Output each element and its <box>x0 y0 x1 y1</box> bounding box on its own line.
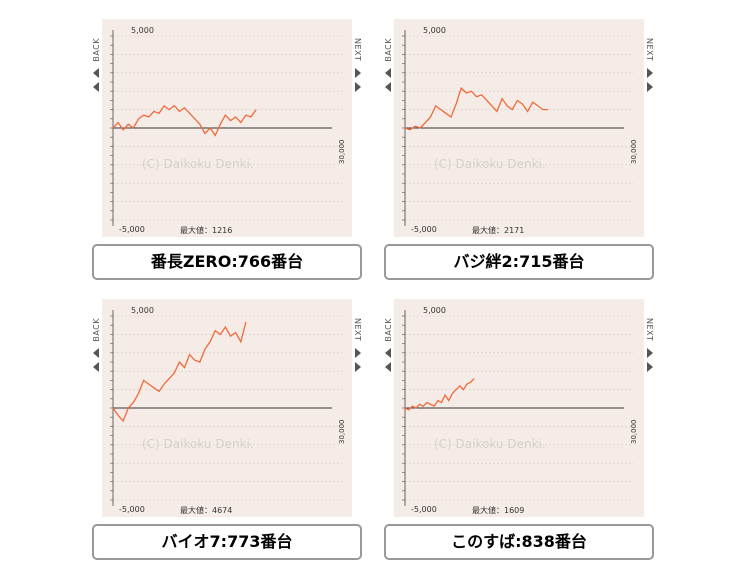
machine-caption[interactable]: バジ絆2:715番台 <box>384 244 654 280</box>
chart-cell-2: 5,000 -5,000 30,000 (C) Daikoku Denki. 最大値：2… <box>384 14 654 294</box>
series-line <box>404 86 549 131</box>
chart-panel: 5,000 -5,000 30,000 (C) Daikoku Denki. 最大値：1… <box>384 294 654 522</box>
back-arrow-icon[interactable] <box>385 362 391 372</box>
x-tick-label-right: 30,000 <box>338 140 346 165</box>
y-tick-label-top: 5,000 <box>423 306 446 315</box>
watermark: (C) Daikoku Denki. <box>142 437 254 451</box>
back-arrow-icon[interactable] <box>93 362 99 372</box>
back-label[interactable]: BACK <box>384 38 393 62</box>
chart-panel: 5,000 -5,000 30,000 (C) Daikoku Denki. 最大値：4… <box>92 294 362 522</box>
y-tick-label-bottom: -5,000 <box>411 505 437 514</box>
chart-cell-1: 5,000 -5,000 30,000 (C) Daikoku Denki. 最大値：1… <box>92 14 362 294</box>
next-arrow-icon[interactable] <box>355 82 361 92</box>
chart-panel: 5,000 -5,000 30,000 (C) Daikoku Denki. 最大値：1… <box>92 14 362 242</box>
y-tick-label-top: 5,000 <box>423 26 446 35</box>
graph-svg: 5,000 -5,000 30,000 (C) Daikoku Denki. 最大値：2… <box>402 26 638 235</box>
back-arrow-icon[interactable] <box>385 82 391 92</box>
watermark: (C) Daikoku Denki. <box>434 437 546 451</box>
max-value-label: 最大値：4674 <box>180 505 232 515</box>
y-tick-label-bottom: -5,000 <box>119 505 145 514</box>
next-label[interactable]: NEXT <box>645 38 654 62</box>
next-arrow-icon[interactable] <box>355 68 361 78</box>
next-arrow-icon[interactable] <box>647 82 653 92</box>
machine-caption[interactable]: バイオ7:773番台 <box>92 524 362 560</box>
graph-svg: 5,000 -5,000 30,000 (C) Daikoku Denki. 最大値：1… <box>402 306 638 515</box>
graph-svg: 5,000 -5,000 30,000 (C) Daikoku Denki. 最大値：4… <box>110 306 346 515</box>
next-label[interactable]: NEXT <box>353 318 362 342</box>
y-tick-label-bottom: -5,000 <box>119 225 145 234</box>
next-arrow-icon[interactable] <box>647 362 653 372</box>
x-tick-label-right: 30,000 <box>630 420 638 445</box>
y-tick-label-bottom: -5,000 <box>411 225 437 234</box>
watermark: (C) Daikoku Denki. <box>434 157 546 171</box>
next-label[interactable]: NEXT <box>353 38 362 62</box>
max-value-label: 最大値：2171 <box>472 225 524 235</box>
next-label[interactable]: NEXT <box>645 318 654 342</box>
machine-caption[interactable]: このすば:838番台 <box>384 524 654 560</box>
next-arrow-icon[interactable] <box>647 348 653 358</box>
x-tick-label-right: 30,000 <box>630 140 638 165</box>
back-arrow-icon[interactable] <box>93 82 99 92</box>
max-value-label: 最大値：1216 <box>180 225 232 235</box>
back-arrow-icon[interactable] <box>93 68 99 78</box>
x-tick-label-right: 30,000 <box>338 420 346 445</box>
chart-panel: 5,000 -5,000 30,000 (C) Daikoku Denki. 最大値：2… <box>384 14 654 242</box>
y-tick-label-top: 5,000 <box>131 306 154 315</box>
back-arrow-icon[interactable] <box>93 348 99 358</box>
next-arrow-icon[interactable] <box>647 68 653 78</box>
graph-svg: 5,000 -5,000 30,000 (C) Daikoku Denki. 最大値：1… <box>110 26 346 235</box>
back-arrow-icon[interactable] <box>385 348 391 358</box>
back-label[interactable]: BACK <box>92 38 101 62</box>
back-label[interactable]: BACK <box>384 318 393 342</box>
chart-cell-3: 5,000 -5,000 30,000 (C) Daikoku Denki. 最大値：4… <box>92 294 362 574</box>
y-tick-label-top: 5,000 <box>131 26 154 35</box>
next-arrow-icon[interactable] <box>355 348 361 358</box>
back-label[interactable]: BACK <box>92 318 101 342</box>
max-value-label: 最大値：1609 <box>472 505 524 515</box>
chart-cell-4: 5,000 -5,000 30,000 (C) Daikoku Denki. 最大値：1… <box>384 294 654 574</box>
watermark: (C) Daikoku Denki. <box>142 157 254 171</box>
back-arrow-icon[interactable] <box>385 68 391 78</box>
next-arrow-icon[interactable] <box>355 362 361 372</box>
series-line <box>112 321 247 423</box>
series-line <box>404 377 475 411</box>
series-line <box>112 104 257 137</box>
machine-caption[interactable]: 番長ZERO:766番台 <box>92 244 362 280</box>
